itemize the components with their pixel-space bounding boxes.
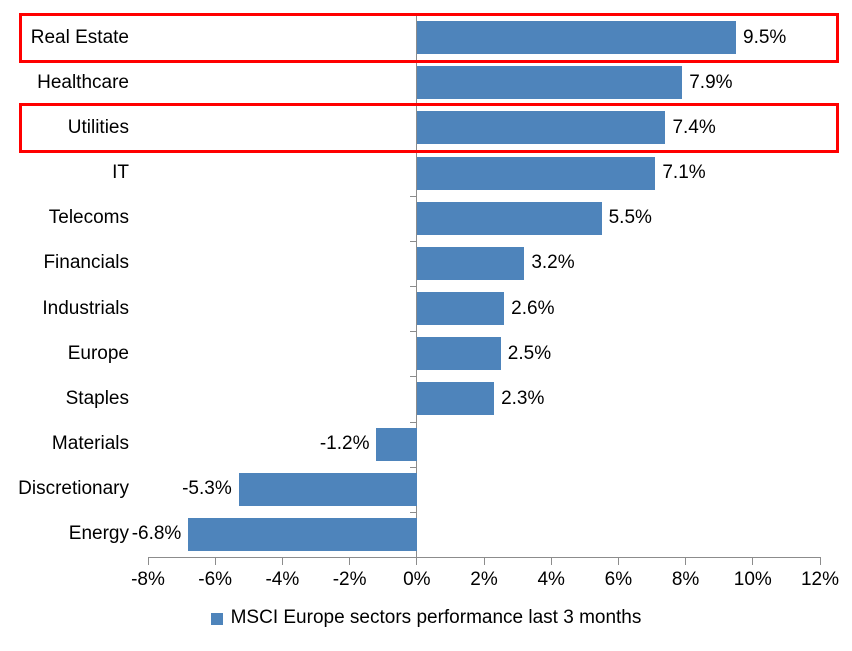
category-label: Staples xyxy=(65,387,129,409)
value-label: 7.4% xyxy=(672,116,716,138)
category-label: IT xyxy=(112,162,129,184)
bar xyxy=(416,337,501,371)
category-axis-tick xyxy=(409,105,416,107)
x-axis-tick-label: 8% xyxy=(671,569,700,590)
category-axis-tick xyxy=(409,195,416,197)
bar xyxy=(416,66,683,100)
category-axis-tick xyxy=(409,60,416,62)
value-label: 3.2% xyxy=(531,252,575,274)
x-axis-tick xyxy=(147,557,149,565)
category-label: Real Estate xyxy=(30,26,129,48)
x-axis-tick-label: 10% xyxy=(733,569,772,590)
bar xyxy=(416,156,656,190)
x-axis-tick xyxy=(416,557,418,565)
category-label: Materials xyxy=(51,433,129,455)
x-axis-tick-label: 2% xyxy=(470,569,498,590)
category-axis-line xyxy=(415,15,417,557)
value-label: 7.9% xyxy=(689,71,733,93)
x-axis-tick xyxy=(752,557,754,565)
value-label: 7.1% xyxy=(662,162,706,184)
x-axis-tick-label: -6% xyxy=(198,569,233,590)
x-axis-tick xyxy=(349,557,351,565)
bar xyxy=(416,382,495,416)
value-label: -6.8% xyxy=(131,523,182,545)
category-label: Healthcare xyxy=(37,71,129,93)
legend-series-swatch-icon xyxy=(210,613,223,625)
category-label: Utilities xyxy=(67,116,129,138)
category-label: Energy xyxy=(68,523,129,545)
category-label: Telecoms xyxy=(48,207,129,229)
category-label: Discretionary xyxy=(18,478,129,500)
value-label: -1.2% xyxy=(319,433,370,455)
category-axis-tick xyxy=(409,376,416,378)
category-axis-tick xyxy=(409,150,416,152)
x-axis-tick xyxy=(550,557,552,565)
x-axis-tick-label: -8% xyxy=(131,569,165,590)
bar xyxy=(416,111,666,145)
bar xyxy=(188,517,417,551)
category-axis-tick xyxy=(409,331,416,333)
category-axis-tick xyxy=(409,15,416,16)
category-label: Industrials xyxy=(42,297,129,319)
x-axis-tick-label: 0% xyxy=(403,569,431,590)
value-label: 2.6% xyxy=(511,297,555,319)
value-label: 2.3% xyxy=(501,387,545,409)
bar xyxy=(376,427,417,461)
bar xyxy=(238,472,417,506)
category-axis-tick xyxy=(409,421,416,423)
category-label: Europe xyxy=(67,342,129,364)
legend: MSCI Europe sectors performance last 3 m… xyxy=(0,607,852,629)
x-axis-tick-label: -2% xyxy=(332,569,367,590)
value-label: 5.5% xyxy=(608,207,652,229)
legend-label: MSCI Europe sectors performance last 3 m… xyxy=(230,607,642,628)
x-axis-tick-label: 4% xyxy=(537,569,565,590)
x-axis-tick xyxy=(685,557,687,565)
value-label: 2.5% xyxy=(507,342,552,364)
bar xyxy=(416,201,602,235)
category-axis-tick xyxy=(409,240,416,242)
value-label: -5.3% xyxy=(182,478,232,500)
category-axis-tick xyxy=(409,511,416,513)
x-axis-tick xyxy=(483,557,485,565)
category-axis-tick xyxy=(409,286,416,287)
x-axis-tick-label: 6% xyxy=(604,569,633,590)
x-axis-tick xyxy=(819,557,821,565)
x-axis-tick-label: -4% xyxy=(265,569,300,590)
x-axis-tick-label: 12% xyxy=(800,569,840,590)
bar xyxy=(416,246,525,280)
bar xyxy=(416,21,736,55)
category-label: Financials xyxy=(43,252,129,274)
category-axis-tick xyxy=(409,466,416,468)
x-axis-tick xyxy=(281,557,283,565)
x-axis-tick xyxy=(214,557,216,565)
value-label: 9.5% xyxy=(743,26,787,48)
bar xyxy=(416,292,505,326)
x-axis-tick xyxy=(617,557,619,565)
